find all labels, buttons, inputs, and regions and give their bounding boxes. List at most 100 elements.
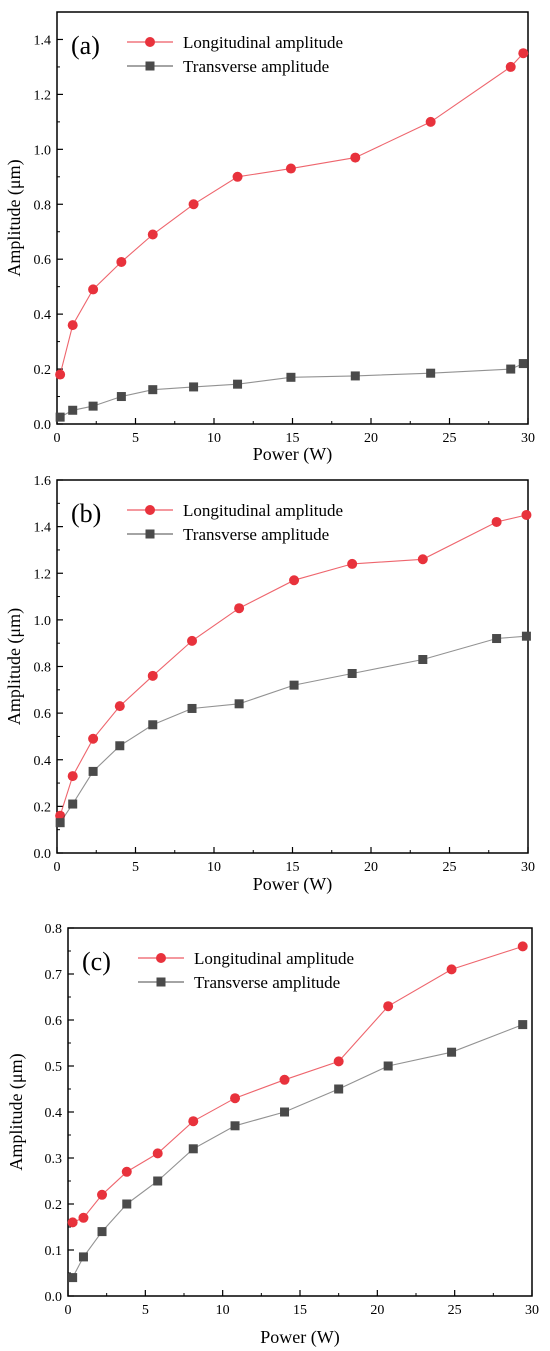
- data-point-transverse: [518, 359, 528, 369]
- data-point-transverse: [68, 1273, 78, 1283]
- data-point-transverse: [116, 392, 126, 402]
- data-point-longitudinal: [67, 771, 78, 782]
- data-point-transverse: [68, 799, 78, 809]
- y-tick-label: 0.2: [34, 800, 52, 815]
- y-tick-label: 0.3: [45, 1152, 63, 1167]
- x-tick-label: 5: [142, 1303, 149, 1318]
- legend-label: Transverse amplitude: [194, 973, 340, 992]
- data-point-transverse: [153, 1176, 163, 1186]
- x-tick-label: 0: [54, 431, 61, 446]
- x-tick-label: 30: [521, 860, 535, 875]
- legend-label: Longitudinal amplitude: [194, 949, 354, 968]
- y-tick-label: 0.0: [34, 418, 52, 433]
- data-point-longitudinal: [234, 603, 245, 614]
- y-tick-label: 1.0: [34, 614, 52, 629]
- data-point-transverse: [188, 1144, 198, 1154]
- legend-label: Transverse amplitude: [183, 525, 329, 544]
- data-point-transverse: [280, 1107, 290, 1117]
- x-tick-label: 20: [364, 860, 378, 875]
- data-point-transverse: [383, 1061, 393, 1071]
- x-tick-label: 20: [370, 1303, 384, 1318]
- x-tick-label: 15: [286, 431, 300, 446]
- y-tick-label: 0.6: [34, 253, 52, 268]
- y-tick-label: 0.4: [34, 308, 52, 323]
- data-point-longitudinal: [114, 701, 125, 712]
- data-point-longitudinal: [188, 199, 199, 210]
- data-point-longitudinal: [425, 116, 436, 127]
- data-point-longitudinal: [78, 1212, 89, 1223]
- x-tick-label: 25: [443, 860, 457, 875]
- y-tick-label: 0.0: [45, 1290, 63, 1305]
- y-axis-title: Amplitude (μm): [6, 1053, 27, 1170]
- series-line-0: [59, 52, 524, 375]
- series-line-0: [59, 514, 527, 816]
- legend-label: Longitudinal amplitude: [183, 33, 343, 52]
- legend-marker: [145, 37, 155, 47]
- data-point-longitudinal: [279, 1074, 290, 1085]
- chart-panel-2: 0 5 10 15 20 25 30 0.0 0.1 0.2 0.3 0.4 0.5 0.6 0.7 0.8 P…: [6, 922, 539, 1348]
- data-point-longitudinal: [518, 48, 529, 59]
- data-point-longitudinal: [230, 1093, 241, 1104]
- data-point-transverse: [234, 699, 244, 709]
- x-tick-label: 25: [448, 1303, 462, 1318]
- x-tick-label: 10: [207, 431, 221, 446]
- data-point-longitudinal: [285, 163, 296, 174]
- data-point-longitudinal: [88, 284, 99, 295]
- data-point-longitudinal: [67, 320, 78, 331]
- data-point-longitudinal: [97, 1189, 108, 1200]
- data-point-transverse: [88, 401, 98, 411]
- data-point-longitudinal: [347, 558, 358, 569]
- y-tick-label: 1.6: [34, 474, 52, 489]
- y-tick-label: 0.4: [45, 1106, 63, 1121]
- data-point-longitudinal: [383, 1001, 394, 1012]
- data-point-longitudinal: [147, 670, 158, 681]
- y-tick-label: 0.4: [34, 754, 52, 769]
- x-tick-label: 30: [525, 1303, 539, 1318]
- data-point-transverse: [55, 818, 65, 828]
- panel-label: (c): [82, 947, 111, 976]
- data-point-longitudinal: [116, 256, 127, 267]
- data-point-longitudinal: [517, 941, 528, 952]
- data-point-longitudinal: [505, 61, 516, 72]
- panel-label: (a): [71, 31, 100, 60]
- data-point-transverse: [230, 1121, 240, 1131]
- data-point-transverse: [55, 412, 65, 422]
- legend-marker: [156, 977, 166, 987]
- legend-marker: [145, 505, 155, 515]
- x-axis-title: Power (W): [253, 874, 332, 895]
- data-point-transverse: [68, 405, 78, 415]
- x-tick-label: 15: [293, 1303, 307, 1318]
- x-tick-label: 5: [132, 860, 139, 875]
- legend-marker: [145, 61, 155, 71]
- data-point-transverse: [426, 368, 436, 378]
- data-point-transverse: [148, 720, 158, 730]
- data-point-longitudinal: [521, 509, 532, 520]
- x-tick-label: 10: [207, 860, 221, 875]
- y-tick-label: 0.5: [45, 1060, 63, 1075]
- y-tick-label: 0.6: [34, 707, 52, 722]
- y-axis-title: Amplitude (μm): [4, 608, 25, 725]
- data-point-transverse: [447, 1047, 457, 1057]
- data-point-longitudinal: [152, 1148, 163, 1159]
- data-point-longitudinal: [67, 1217, 78, 1228]
- y-tick-label: 0.7: [45, 968, 63, 983]
- data-point-longitudinal: [88, 733, 99, 744]
- data-point-transverse: [492, 634, 502, 644]
- data-point-transverse: [334, 1084, 344, 1094]
- y-tick-label: 1.2: [34, 567, 52, 582]
- data-point-longitudinal: [147, 229, 158, 240]
- y-tick-label: 0.1: [45, 1244, 63, 1259]
- data-point-transverse: [233, 379, 243, 389]
- legend-label: Transverse amplitude: [183, 57, 329, 76]
- data-point-longitudinal: [333, 1056, 344, 1067]
- data-point-transverse: [78, 1252, 88, 1262]
- data-point-longitudinal: [417, 554, 428, 565]
- x-tick-label: 0: [65, 1303, 72, 1318]
- x-tick-label: 0: [54, 860, 61, 875]
- legend-label: Longitudinal amplitude: [183, 501, 343, 520]
- x-tick-label: 20: [364, 431, 378, 446]
- series-line-1: [59, 363, 524, 418]
- data-point-transverse: [350, 371, 360, 381]
- y-tick-label: 0.8: [45, 922, 63, 937]
